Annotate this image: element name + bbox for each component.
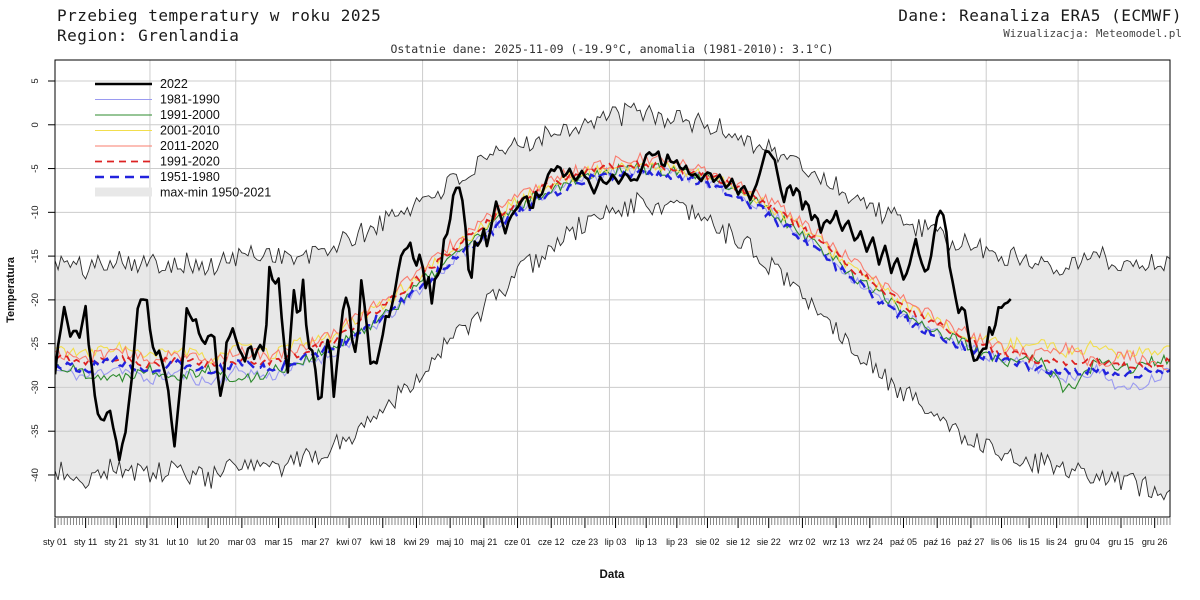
x-axis: sty 01 sty 11 sty 21 sty 31 lut 10 lut 20 mar … xyxy=(43,518,1171,547)
svg-text:5: 5 xyxy=(30,78,41,83)
svg-text:lip 13: lip 13 xyxy=(635,537,657,547)
chart-title: Przebieg temperatury w roku 2025 xyxy=(57,6,382,25)
data-source-label: Dane: Reanaliza ERA5 (ECMWF) xyxy=(898,6,1182,25)
svg-text:sty 21: sty 21 xyxy=(104,537,128,547)
legend-label: 2011-2020 xyxy=(160,139,219,153)
svg-text:-35: -35 xyxy=(30,424,41,438)
svg-text:cze 12: cze 12 xyxy=(538,537,565,547)
svg-text:kwi 07: kwi 07 xyxy=(336,537,362,547)
series-line-1951-1980 xyxy=(55,166,1170,379)
plot-frame xyxy=(54,59,1171,518)
legend-swatch-band xyxy=(95,187,152,197)
svg-text:-10: -10 xyxy=(30,205,41,219)
svg-text:wrz 02: wrz 02 xyxy=(788,537,816,547)
svg-text:lip 03: lip 03 xyxy=(605,537,627,547)
legend-label: max-min 1950-2021 xyxy=(160,186,271,200)
legend-item-max-min 1950-2021: max-min 1950-2021 xyxy=(95,186,271,200)
svg-text:lut 20: lut 20 xyxy=(197,537,219,547)
svg-text:maj 10: maj 10 xyxy=(437,537,464,547)
svg-text:-30: -30 xyxy=(30,381,41,395)
svg-text:paź 16: paź 16 xyxy=(924,537,951,547)
svg-text:sty 01: sty 01 xyxy=(43,537,67,547)
svg-text:paź 05: paź 05 xyxy=(890,537,917,547)
series-line-1991-2020 xyxy=(55,159,1170,370)
legend-item-2001-2010: 2001-2010 xyxy=(95,124,220,138)
svg-text:0: 0 xyxy=(30,122,41,127)
legend-label: 2001-2010 xyxy=(160,124,220,138)
svg-text:-5: -5 xyxy=(30,164,41,172)
svg-text:sie 12: sie 12 xyxy=(726,537,750,547)
series-line-2001-2010 xyxy=(55,162,1170,364)
svg-text:gru 04: gru 04 xyxy=(1075,537,1101,547)
legend-label: 2022 xyxy=(160,77,188,91)
svg-text:sty 31: sty 31 xyxy=(135,537,159,547)
svg-text:wrz 24: wrz 24 xyxy=(856,537,884,547)
x-axis-title: Data xyxy=(599,569,625,581)
legend-item-2022: 2022 xyxy=(95,77,188,91)
plot-data-area xyxy=(55,60,1170,517)
svg-text:lip 23: lip 23 xyxy=(666,537,688,547)
svg-text:lis 06: lis 06 xyxy=(991,537,1012,547)
svg-text:maj 21: maj 21 xyxy=(470,537,497,547)
series-line-2022 xyxy=(55,149,1012,462)
svg-text:lut 10: lut 10 xyxy=(167,537,189,547)
svg-text:sie 02: sie 02 xyxy=(695,537,719,547)
svg-text:cze 01: cze 01 xyxy=(504,537,531,547)
legend-label: 1991-2000 xyxy=(160,108,220,122)
svg-text:kwi 18: kwi 18 xyxy=(370,537,396,547)
svg-text:sty 11: sty 11 xyxy=(74,537,97,547)
legend-label: 1991-2020 xyxy=(160,155,220,169)
svg-text:-15: -15 xyxy=(30,249,41,263)
latest-data-annotation: Ostatnie dane: 2025-11-09 (-19.9°C, anom… xyxy=(390,42,834,56)
chart-region-subtitle: Region: Grenlandia xyxy=(57,26,240,45)
legend-item-1981-1990: 1981-1990 xyxy=(95,93,220,107)
svg-text:-25: -25 xyxy=(30,337,41,351)
max-min-band xyxy=(55,103,1170,500)
svg-text:kwi 29: kwi 29 xyxy=(404,537,430,547)
legend-item-1991-2000: 1991-2000 xyxy=(95,108,220,122)
svg-text:gru 15: gru 15 xyxy=(1108,537,1134,547)
legend-item-2011-2020: 2011-2020 xyxy=(95,139,219,153)
svg-text:sie 22: sie 22 xyxy=(757,537,781,547)
svg-text:wrz 13: wrz 13 xyxy=(822,537,850,547)
svg-text:mar 27: mar 27 xyxy=(301,537,329,547)
band-min-line xyxy=(55,191,1170,501)
svg-text:paź 27: paź 27 xyxy=(957,537,984,547)
svg-text:mar 03: mar 03 xyxy=(228,537,256,547)
legend-label: 1951-1980 xyxy=(160,170,220,184)
legend-item-1991-2020: 1991-2020 xyxy=(95,155,220,169)
visualization-credit: Wizualizacja: Meteomodel.pl xyxy=(1003,27,1182,40)
y-axis: 5 0 -5 -10 -15 -20 -25 -30 -35 -40 xyxy=(30,78,55,482)
svg-text:gru 26: gru 26 xyxy=(1142,537,1168,547)
svg-text:-20: -20 xyxy=(30,293,41,307)
svg-text:mar 15: mar 15 xyxy=(265,537,293,547)
svg-text:cze 23: cze 23 xyxy=(572,537,599,547)
svg-text:lis 24: lis 24 xyxy=(1046,537,1067,547)
svg-text:lis 15: lis 15 xyxy=(1019,537,1040,547)
grid-lines xyxy=(55,60,1170,517)
svg-text:-40: -40 xyxy=(30,468,41,482)
band-max-line xyxy=(55,102,1170,280)
legend-label: 1981-1990 xyxy=(160,93,220,107)
legend-item-1951-1980: 1951-1980 xyxy=(95,170,220,184)
